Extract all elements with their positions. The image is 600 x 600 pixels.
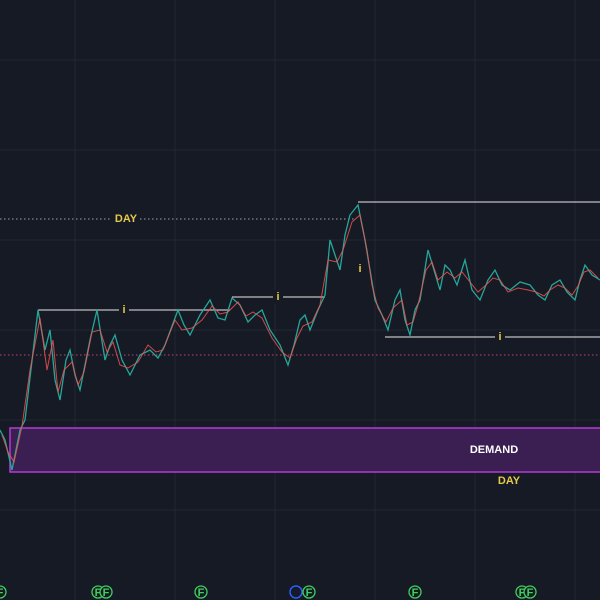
event-label: F xyxy=(95,587,102,599)
event-icon xyxy=(194,585,208,599)
event-label: F xyxy=(0,587,4,599)
event-label: F xyxy=(103,587,110,599)
event-ring xyxy=(289,585,303,599)
event-label: F xyxy=(306,587,313,599)
info-bg xyxy=(495,330,505,344)
info-mark: i xyxy=(358,263,361,275)
event-icon xyxy=(302,585,316,599)
event-label: F xyxy=(198,587,205,599)
event-icon xyxy=(0,585,7,599)
event-markers: FFFFFFFF xyxy=(0,585,537,599)
info-mark: i xyxy=(276,291,279,303)
demand-zone xyxy=(9,427,600,473)
info-bg xyxy=(355,262,365,276)
zone-timeframe: DAY xyxy=(498,475,521,487)
zone-label: DEMAND xyxy=(470,444,518,456)
event-label: F xyxy=(412,587,419,599)
event-icon xyxy=(408,585,422,599)
event-icon xyxy=(99,585,113,599)
info-marks: i i i i xyxy=(119,262,505,344)
event-label: F xyxy=(527,587,534,599)
info-mark: i xyxy=(122,304,125,316)
label-bg xyxy=(112,211,140,227)
info-mark: i xyxy=(498,331,501,343)
info-bg xyxy=(119,303,129,317)
event-icon xyxy=(523,585,537,599)
day-level-label: DAY xyxy=(115,213,138,225)
price-down xyxy=(1,214,599,464)
event-label: F xyxy=(519,587,526,599)
info-bg xyxy=(273,290,283,304)
